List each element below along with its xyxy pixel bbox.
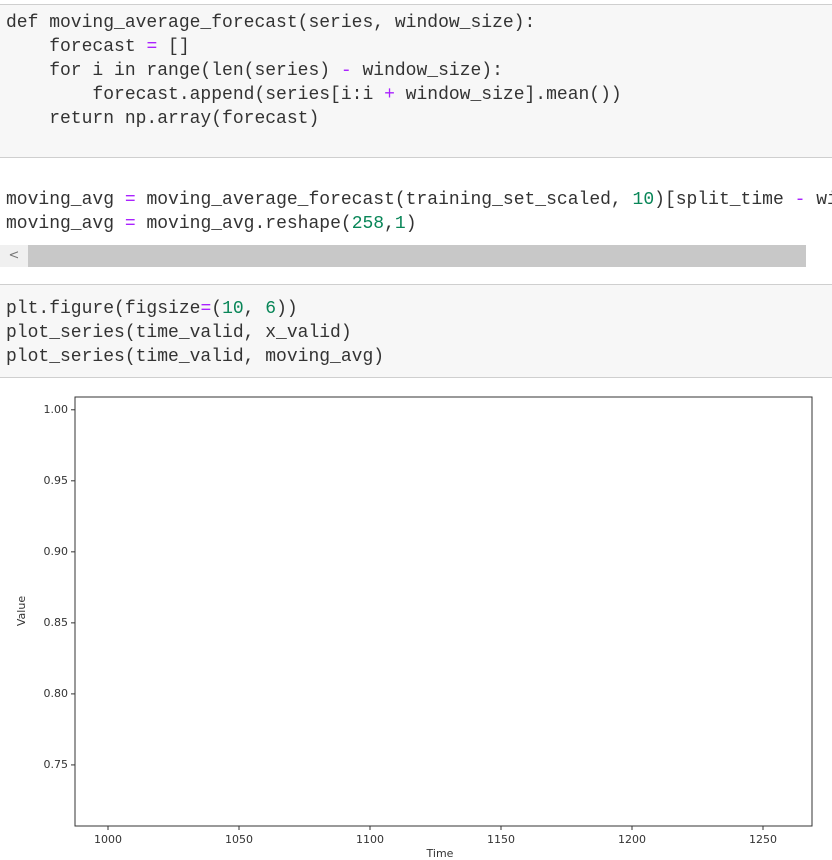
code-line: plt.figure(figsize=(10, 6)) — [6, 299, 298, 319]
code-line: def moving_average_forecast(series, wind… — [6, 13, 536, 33]
code-line: forecast.append(series[i:i + window_size… — [6, 85, 622, 105]
code-line: plot_series(time_valid, x_valid) — [6, 323, 352, 343]
x-tick-label: 1150 — [487, 833, 515, 846]
code-cell[interactable]: moving_avg = moving_average_forecast(tra… — [0, 184, 832, 242]
scrollbar[interactable]: < — [0, 245, 806, 267]
x-tick-label: 1200 — [618, 833, 646, 846]
code-line: return np.array(forecast) — [6, 109, 320, 129]
x-tick-label: 1050 — [225, 833, 253, 846]
code-cell[interactable]: def moving_average_forecast(series, wind… — [0, 4, 832, 158]
code-line: moving_avg = moving_average_forecast(tra… — [6, 190, 832, 210]
y-tick-label: 1.00 — [44, 403, 69, 416]
chart: Time Value 0.75 0.80 0.85 0.90 0.95 1.00 1000 1… — [15, 396, 813, 860]
x-tick-label: 1100 — [356, 833, 384, 846]
code-cell[interactable]: plt.figure(figsize=(10, 6)) plot_series(t… — [0, 284, 832, 378]
x-axis-label: Time — [426, 847, 454, 860]
y-tick-label: 0.95 — [44, 474, 69, 487]
plot-frame — [74, 396, 813, 827]
code-line: forecast = [] — [6, 37, 190, 57]
y-tick-label: 0.85 — [44, 616, 69, 629]
y-tick-label: 0.90 — [44, 545, 69, 558]
y-tick-label: 0.75 — [44, 758, 69, 771]
scroll-left[interactable]: < — [0, 245, 28, 267]
y-axis-label: Value — [15, 596, 28, 626]
y-tick-label: 0.80 — [44, 687, 69, 700]
code-line: plot_series(time_valid, moving_avg) — [6, 347, 385, 367]
x-tick-label: 1250 — [749, 833, 777, 846]
code-line: for i in range(len(series) - window_size… — [6, 61, 503, 81]
x-tick-label: 1000 — [94, 833, 122, 846]
code-line: moving_avg = moving_avg.reshape(258,1) — [6, 214, 417, 234]
